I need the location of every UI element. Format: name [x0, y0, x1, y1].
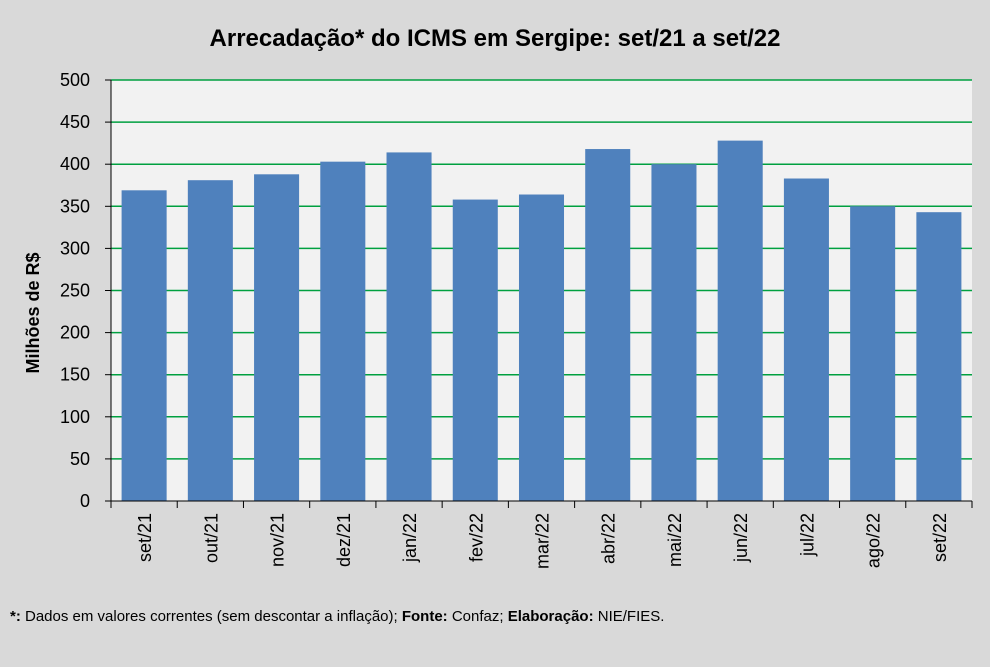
y-tick-label: 500 — [60, 70, 90, 90]
y-tick-label: 450 — [60, 112, 90, 132]
x-tick-label: set/21 — [135, 513, 155, 562]
y-tick-label: 50 — [70, 449, 90, 469]
plot-area: 0 50 100 150 200 250 300 350 400 450 500 set/21 out/… — [60, 70, 973, 569]
bar — [254, 174, 300, 501]
y-tick-label: 300 — [60, 238, 90, 258]
footnote-note: Dados em valores correntes (sem desconta… — [20, 608, 402, 625]
x-tick-label: nov/21 — [268, 513, 288, 567]
footnote-marker: *: — [10, 608, 21, 625]
x-tick-label: out/21 — [201, 513, 221, 563]
x-tick-label: jul/22 — [797, 513, 817, 557]
x-tick-label: dez/21 — [334, 513, 354, 567]
footnote-source-label: Fonte: — [401, 608, 448, 625]
x-tick-label: abr/22 — [599, 513, 619, 564]
x-tick-label: ago/22 — [864, 513, 884, 568]
x-tick-label: fev/22 — [466, 513, 486, 562]
x-tick-label: mar/22 — [533, 513, 553, 569]
y-tick-label: 250 — [60, 281, 90, 301]
footnote: *: Dados em valores correntes (sem desco… — [10, 608, 664, 625]
bar — [651, 164, 697, 501]
bar — [121, 190, 167, 501]
chart-canvas: Arrecadação* do ICMS em Sergipe: set/21 … — [23, 25, 973, 569]
y-tick-label: 400 — [60, 154, 90, 174]
bar — [320, 161, 366, 501]
x-tick-label: mai/22 — [665, 513, 685, 567]
y-axis-label: Milhões de R$ — [23, 252, 43, 373]
x-tick-label: jun/22 — [731, 513, 751, 563]
bar — [916, 212, 962, 501]
bar — [187, 180, 233, 501]
bar — [518, 194, 565, 501]
bar — [717, 140, 763, 501]
footnote-credit-label: Elaboração: — [507, 608, 594, 625]
bar — [585, 149, 631, 501]
y-tick-label: 150 — [60, 365, 90, 385]
x-tick-label: set/22 — [930, 513, 950, 562]
footnote-credit: NIE/FIES. — [593, 608, 665, 625]
bar — [850, 206, 896, 502]
y-tick-label: 350 — [60, 196, 90, 216]
chart-title: Arrecadação* do ICMS em Sergipe: set/21 … — [210, 25, 781, 52]
bar — [783, 178, 829, 501]
x-tick-label: jan/22 — [400, 513, 420, 563]
y-tick-label: 100 — [60, 407, 90, 427]
bar — [452, 199, 498, 501]
footnote-source: Confaz; — [447, 608, 508, 625]
y-tick-label: 0 — [80, 491, 90, 511]
y-tick-label: 200 — [60, 323, 90, 343]
bar — [386, 152, 432, 502]
